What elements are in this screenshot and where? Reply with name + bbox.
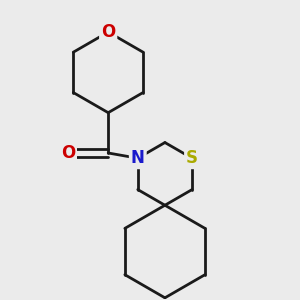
Text: O: O	[101, 23, 115, 41]
Text: S: S	[186, 149, 198, 167]
Text: N: N	[131, 149, 145, 167]
Text: O: O	[61, 144, 75, 162]
